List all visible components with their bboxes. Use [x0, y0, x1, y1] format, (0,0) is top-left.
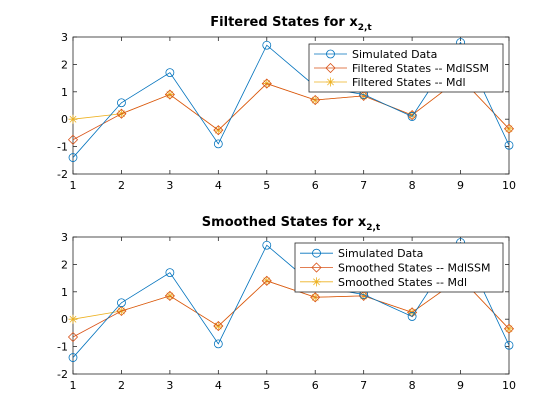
x-tick-label: 1 — [70, 379, 77, 392]
plot-title-subscript: 2,t — [358, 23, 373, 33]
x-tick-label: 8 — [409, 379, 416, 392]
plot-title: Smoothed States for x2,t — [202, 215, 381, 233]
data-point — [504, 140, 514, 150]
data-point — [261, 275, 272, 286]
y-tick-label: 2 — [61, 58, 68, 71]
y-tick-label: -2 — [57, 368, 68, 381]
data-point — [213, 320, 224, 332]
legend-label: Filtered States -- MdlSSM — [352, 62, 489, 75]
plot-title-main: Filtered States for x — [210, 15, 358, 30]
y-tick-label: 3 — [61, 31, 68, 44]
x-tick-label: 4 — [215, 379, 222, 392]
x-tick-label: 6 — [312, 179, 319, 192]
subplot-2: Smoothed States for x2,t 1 2 3 4 5 6 7 8 9 10 -2 -1 0… — [57, 215, 516, 392]
legend-item: Filtered States -- MdlSSM — [314, 62, 489, 75]
data-point — [165, 268, 175, 278]
data-point — [67, 134, 79, 145]
x-tick-label: 1 — [70, 179, 77, 192]
data-point — [407, 112, 417, 121]
y-tick-label: -1 — [57, 141, 68, 154]
data-point — [310, 292, 321, 303]
x-tick-label: 4 — [215, 179, 222, 192]
legend-marker — [325, 62, 336, 74]
data-point — [165, 68, 175, 78]
x-tick-label: 6 — [312, 379, 319, 392]
legend-marker — [312, 277, 321, 287]
data-point — [68, 314, 78, 324]
y-tick-label: -2 — [57, 168, 68, 181]
x-tick-label: 5 — [263, 179, 270, 192]
x-tick-label: 3 — [166, 379, 173, 392]
data-point — [503, 123, 515, 134]
x-tick-label: 2 — [118, 179, 125, 192]
x-tick-label: 9 — [457, 179, 464, 192]
legend-item: Filtered States -- Mdl — [314, 76, 466, 89]
data-point — [262, 240, 272, 250]
legend-item: Smoothed States -- Mdl — [300, 276, 467, 289]
y-tick-label: 1 — [61, 86, 68, 99]
legend-marker — [312, 248, 321, 258]
legend-item: Simulated Data — [314, 48, 437, 61]
y-tick-label: 0 — [61, 313, 68, 326]
x-tick-label: 8 — [409, 179, 416, 192]
y-tick-label: 2 — [61, 258, 68, 271]
y-tick-label: 3 — [61, 231, 68, 244]
y-tick-label: 0 — [61, 113, 68, 126]
data-point — [310, 94, 321, 106]
series-line — [72, 77, 510, 141]
legend-item: Simulated Data — [300, 247, 423, 260]
x-tick-label: 10 — [502, 379, 516, 392]
series-line — [72, 277, 510, 338]
y-tick-label: 1 — [61, 286, 68, 299]
data-point — [68, 153, 78, 162]
data-point — [503, 323, 515, 334]
plot-title-subscript: 2,t — [366, 223, 381, 233]
data-point — [68, 353, 78, 362]
x-tick-label: 3 — [166, 179, 173, 192]
data-point — [68, 114, 78, 124]
legend: Simulated Data Smoothed States -- MdlSSMS… — [294, 242, 504, 293]
legend-label: Simulated Data — [352, 48, 437, 61]
data-point — [67, 331, 79, 343]
legend-label: Smoothed States -- Mdl — [338, 276, 467, 289]
x-tick-label: 7 — [360, 379, 367, 392]
legend-marker — [326, 49, 335, 59]
data-point — [262, 40, 272, 50]
legend-label: Smoothed States -- MdlSSM — [338, 262, 490, 275]
data-point — [164, 89, 175, 100]
x-tick-label: 7 — [360, 179, 367, 192]
data-point — [116, 108, 127, 119]
data-point — [116, 305, 127, 317]
subplot-1: Filtered States for x2,t 1 2 3 4 5 6 7 8 9 10 -2 -1 0… — [57, 15, 516, 192]
data-point — [213, 339, 223, 349]
data-point — [504, 340, 514, 350]
x-tick-label: 5 — [263, 379, 270, 392]
x-tick-label: 2 — [118, 379, 125, 392]
data-point — [117, 98, 126, 108]
x-tick-label: 10 — [502, 179, 516, 192]
legend-marker — [311, 262, 322, 273]
data-point — [117, 298, 126, 308]
legend-marker — [326, 77, 335, 87]
data-point — [261, 78, 272, 89]
legend-label: Simulated Data — [338, 247, 423, 260]
x-tick-label: 9 — [457, 379, 464, 392]
plot-title: Filtered States for x2,t — [210, 15, 372, 33]
legend-item: Smoothed States -- MdlSSM — [300, 262, 490, 275]
y-tick-label: -1 — [57, 341, 68, 354]
data-point — [213, 139, 223, 149]
plot-title-main: Smoothed States for x — [202, 215, 367, 230]
data-point — [407, 312, 417, 321]
legend-label: Filtered States -- Mdl — [352, 76, 466, 89]
data-point — [164, 290, 175, 301]
data-point — [213, 125, 224, 136]
